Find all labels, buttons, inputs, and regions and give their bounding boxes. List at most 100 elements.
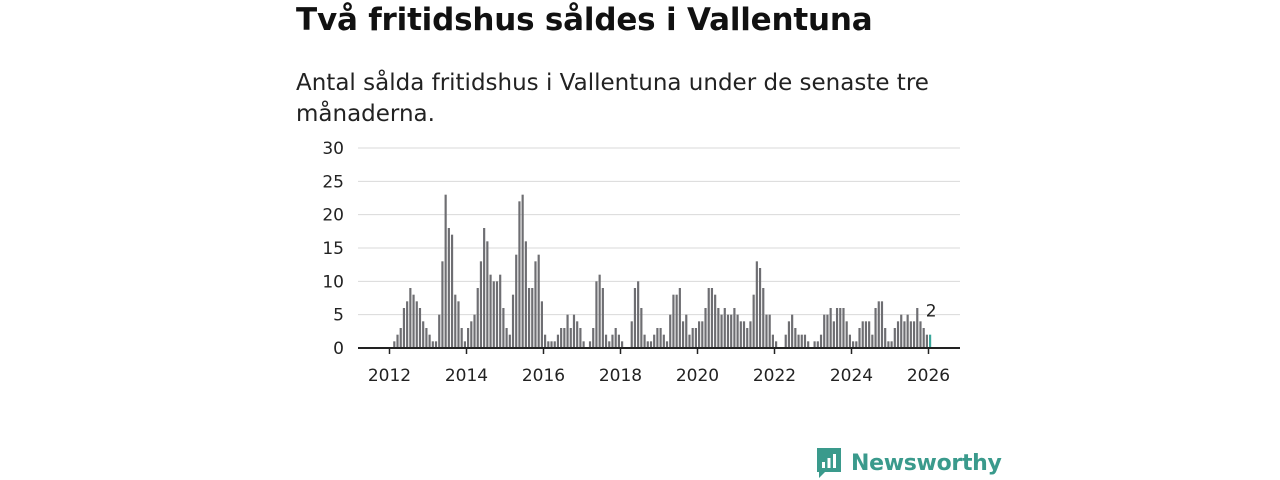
bar xyxy=(884,328,887,348)
bar xyxy=(611,334,614,348)
bar xyxy=(425,328,428,348)
bar xyxy=(566,314,569,348)
bar xyxy=(816,341,819,348)
bar xyxy=(412,294,415,348)
bar xyxy=(845,321,848,348)
bar xyxy=(765,314,768,348)
bar xyxy=(508,334,511,348)
bar xyxy=(704,308,707,348)
bar xyxy=(874,308,877,348)
bar xyxy=(665,341,669,348)
bar xyxy=(685,314,688,348)
bar xyxy=(842,308,845,348)
bar xyxy=(906,314,909,348)
bar xyxy=(925,334,928,348)
bar xyxy=(653,334,656,348)
bar xyxy=(823,314,826,348)
bar xyxy=(406,301,409,348)
bar xyxy=(604,334,608,348)
bar xyxy=(839,308,842,348)
bar xyxy=(749,321,752,348)
bar xyxy=(457,301,460,348)
bar xyxy=(588,341,592,348)
bar xyxy=(787,321,791,348)
brand-logo[interactable]: Newsworthy xyxy=(815,446,1002,480)
bar xyxy=(534,261,537,348)
bar xyxy=(579,328,582,348)
y-tick-label: 25 xyxy=(322,172,344,192)
bar xyxy=(550,341,553,348)
y-tick-label: 15 xyxy=(322,239,344,259)
bar xyxy=(742,321,746,348)
bar xyxy=(880,301,884,348)
bar xyxy=(502,308,505,348)
bar xyxy=(829,308,832,348)
bar xyxy=(582,341,585,348)
bar xyxy=(470,321,473,348)
bar xyxy=(861,321,864,348)
bar xyxy=(563,328,566,348)
newsworthy-logo-icon xyxy=(817,448,841,478)
bar xyxy=(813,341,816,348)
bar xyxy=(505,328,508,348)
bar xyxy=(540,301,543,348)
bar xyxy=(739,321,742,348)
bar xyxy=(646,341,649,348)
bar xyxy=(688,334,691,348)
brand-name: Newsworthy xyxy=(851,450,1002,476)
bar xyxy=(832,321,835,348)
bar xyxy=(752,294,755,348)
bar xyxy=(826,314,829,348)
bar xyxy=(791,314,794,348)
bar xyxy=(893,328,896,348)
bar xyxy=(617,334,620,348)
bar xyxy=(784,334,787,348)
bar xyxy=(762,288,765,348)
bar xyxy=(601,288,604,348)
bar xyxy=(479,261,483,348)
x-tick-label: 2022 xyxy=(753,366,796,386)
bar xyxy=(556,334,560,348)
bar xyxy=(447,228,450,348)
bar xyxy=(463,341,466,348)
bar xyxy=(916,308,919,348)
bar xyxy=(495,281,499,348)
bar xyxy=(544,334,547,348)
bar xyxy=(717,308,720,348)
bar xyxy=(467,328,470,348)
bar xyxy=(450,234,454,348)
bar xyxy=(912,321,916,348)
bar xyxy=(701,321,704,348)
bar xyxy=(858,328,861,348)
bar xyxy=(630,321,633,348)
bar xyxy=(598,274,601,348)
bar xyxy=(637,281,640,348)
bar xyxy=(909,321,912,348)
bar xyxy=(553,341,556,348)
bar-chart: 0 5 10 15 20 25 30 2012 2014 2016 2018 2020 2022 202… xyxy=(322,139,960,386)
bar xyxy=(900,314,903,348)
bar xyxy=(527,288,531,348)
bar xyxy=(672,294,675,348)
y-axis-ticks: 0 5 10 15 20 25 30 xyxy=(322,139,344,359)
bar xyxy=(803,334,807,348)
bar xyxy=(444,194,447,348)
bar xyxy=(576,321,579,348)
bar xyxy=(524,241,527,348)
y-tick-label: 0 xyxy=(333,339,344,359)
bar xyxy=(489,274,492,348)
y-tick-label: 10 xyxy=(322,272,344,292)
bar xyxy=(633,288,637,348)
bar xyxy=(678,288,681,348)
bar xyxy=(431,341,434,348)
bar xyxy=(537,254,540,348)
bar xyxy=(415,301,418,348)
bar xyxy=(733,308,736,348)
bar xyxy=(710,288,714,348)
bar xyxy=(614,328,617,348)
bar xyxy=(903,321,906,348)
bar xyxy=(393,341,396,348)
bar xyxy=(659,328,662,348)
bar xyxy=(730,314,733,348)
bar xyxy=(726,314,730,348)
